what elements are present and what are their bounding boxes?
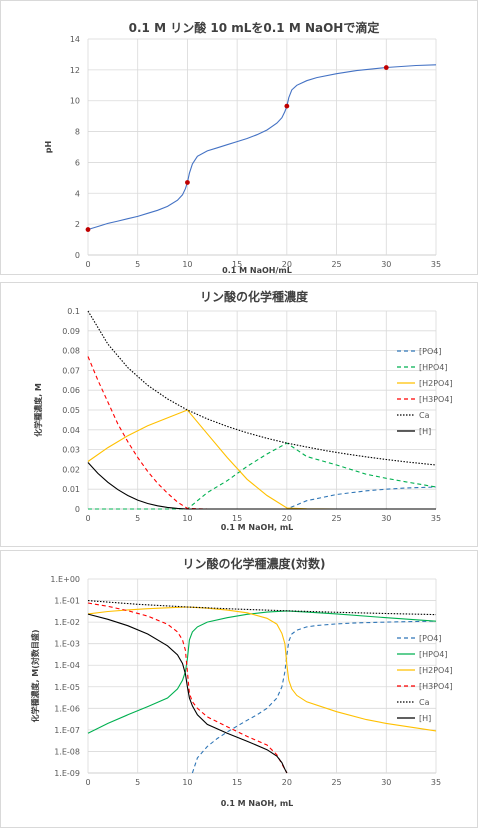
chart-species-concentration-svg: リン酸の化学種濃度 0 0.01 0.02 0.03 0.04 0.05 0.06 0.07 0.… (33, 289, 453, 532)
y-tick-label: 0.01 (62, 485, 80, 494)
y-tick-label: 8 (75, 128, 80, 137)
y-tick-label: 1.E-08 (54, 747, 80, 756)
y-tick-label: 1.E-03 (54, 640, 80, 649)
data-point-marker (284, 103, 290, 109)
series-line-h3po4 (87, 356, 436, 510)
series-line (87, 64, 437, 231)
x-tick-label: 15 (232, 778, 242, 787)
series-line-ca (87, 600, 437, 616)
x-tick-label: 25 (331, 514, 341, 523)
legend-label: Ca (419, 411, 430, 420)
x-tick-label: 35 (431, 778, 441, 787)
legend-label: [HPO4] (419, 650, 447, 659)
x-axis-label: 0.1 M NaOH/mL (222, 266, 292, 275)
y-tick-label: 1.E-07 (54, 726, 80, 735)
x-tick-label: 25 (331, 778, 341, 787)
x-tick-label: 35 (431, 260, 441, 269)
y-tick-label: 1.E-05 (54, 683, 80, 692)
series-line-hpo4 (87, 610, 437, 734)
y-tick-label: 10 (70, 97, 80, 106)
y-axis-label: 化学種濃度, M(対数目盛) (30, 629, 40, 722)
x-tick-label: 5 (135, 260, 140, 269)
x-tick-label: 0 (85, 514, 90, 523)
series-line-po4 (88, 486, 437, 510)
y-tick-label: 0.1 (67, 307, 80, 316)
chart-title: リン酸の化学種濃度 (200, 289, 309, 304)
chart-species-concentration: リン酸の化学種濃度 0 0.01 0.02 0.03 0.04 0.05 0.06 0.07 0.… (0, 282, 478, 547)
y-tick-label: 0.03 (62, 446, 80, 455)
x-tick-label: 20 (282, 778, 292, 787)
legend-label: [HPO4] (419, 363, 447, 372)
series-line-ca (87, 310, 437, 466)
x-tick-label: 0 (85, 778, 90, 787)
legend-label: [H2PO4] (419, 666, 453, 675)
chart-ph-titration-svg: 0.1 M リン酸 10 mLを0.1 M NaOHで滴定 0 2 4 6 8 10 12 14… (44, 20, 441, 275)
legend-label: [H] (419, 714, 431, 723)
data-point-marker (383, 65, 389, 70)
legend-label: [H3PO4] (419, 682, 453, 691)
y-tick-label: 1.E-06 (54, 704, 80, 713)
chart-ph-titration: 0.1 M リン酸 10 mLを0.1 M NaOHで滴定 0 2 4 6 8 10 12 14… (0, 0, 478, 275)
x-axis-label: 0.1 M NaOH, mL (221, 799, 294, 808)
x-tick-label: 10 (182, 514, 192, 523)
legend-label: [H2PO4] (419, 379, 453, 388)
x-tick-label: 20 (282, 514, 292, 523)
legend-label: [H] (419, 427, 431, 436)
data-point-marker (185, 180, 190, 185)
y-axis-label: 化学種濃度, M (33, 383, 43, 437)
y-tick-label: 0.06 (62, 386, 80, 395)
series-line-h (87, 613, 288, 774)
x-tick-label: 15 (232, 260, 242, 269)
x-tick-label: 10 (182, 260, 192, 269)
series-line-h2po4 (87, 606, 437, 732)
chart-species-concentration-log-svg: リン酸の化学種濃度(対数) 1.E-09 1.E-08 1.E-07 1.E-06 1.E… (30, 556, 453, 808)
x-tick-label: 15 (232, 514, 242, 523)
y-tick-label: 0 (75, 505, 80, 514)
y-tick-label: 2 (75, 220, 80, 229)
legend-label: Ca (419, 698, 430, 707)
x-tick-label: 5 (135, 514, 140, 523)
legend-label: [PO4] (419, 347, 441, 356)
x-tick-label: 30 (381, 778, 391, 787)
x-tick-label: 0 (85, 260, 90, 269)
x-tick-label: 5 (135, 778, 140, 787)
legend-label: [H3PO4] (419, 395, 453, 404)
chart-title: 0.1 M リン酸 10 mLを0.1 M NaOHで滴定 (129, 20, 380, 35)
x-tick-label: 35 (431, 514, 441, 523)
y-tick-label: 6 (75, 158, 80, 167)
y-tick-label: 0.07 (62, 366, 80, 375)
chart-species-concentration-log: リン酸の化学種濃度(対数) 1.E-09 1.E-08 1.E-07 1.E-06 1.E… (0, 550, 478, 828)
chart-title: リン酸の化学種濃度(対数) (183, 556, 326, 571)
y-tick-label: 0 (75, 251, 80, 260)
y-tick-label: 12 (70, 66, 80, 75)
x-tick-label: 30 (381, 260, 391, 269)
y-tick-label: 0.04 (62, 426, 80, 435)
series-line-hpo4 (88, 442, 437, 510)
y-axis-label: pH (44, 141, 53, 153)
y-tick-label: 4 (75, 189, 80, 198)
y-tick-label: 1.E-01 (54, 597, 80, 606)
data-point-marker (85, 227, 91, 232)
y-tick-label: 0.05 (62, 406, 80, 415)
y-tick-label: 0.08 (62, 347, 80, 356)
series-line-po4 (191, 620, 437, 774)
y-tick-label: 0.09 (62, 327, 80, 336)
x-tick-label: 10 (182, 778, 192, 787)
y-tick-label: 1.E-02 (54, 618, 80, 627)
y-tick-label: 1.E+00 (50, 575, 80, 584)
y-tick-label: 14 (70, 35, 80, 44)
x-tick-label: 20 (282, 260, 292, 269)
y-tick-label: 1.E-04 (54, 661, 80, 670)
legend-label: [PO4] (419, 634, 441, 643)
x-tick-label: 30 (381, 514, 391, 523)
series-line-h3po4 (87, 602, 288, 774)
y-tick-label: 1.E-09 (54, 769, 80, 778)
series-line-h (87, 462, 436, 510)
y-tick-label: 0.02 (62, 465, 80, 474)
x-tick-label: 25 (331, 260, 341, 269)
x-axis-label: 0.1 M NaOH, mL (221, 523, 294, 532)
